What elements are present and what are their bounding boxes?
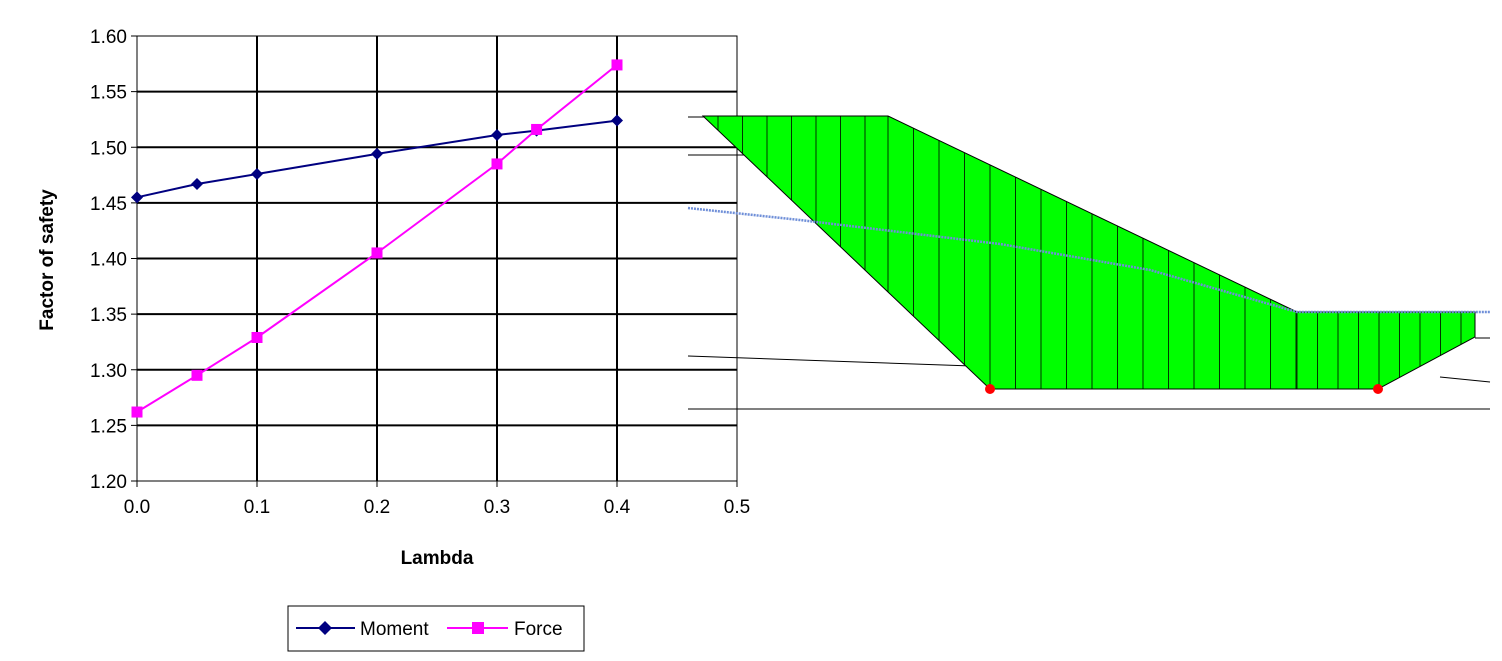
x-tick-label: 0.2 [364, 497, 390, 518]
chart-gridlines [137, 36, 737, 481]
water-table-line [687, 206, 1490, 314]
force-point [251, 331, 263, 343]
x-axis-ticks: 0.0 0.1 0.2 0.3 0.4 0.5 [124, 481, 750, 518]
legend-moment-label: Moment [360, 619, 429, 640]
slope-slip-surface-diagram [687, 115, 1491, 410]
moment-point [131, 191, 143, 204]
moment-point [191, 177, 203, 190]
chart-legend: Moment Force [287, 605, 585, 652]
force-point [491, 158, 503, 170]
legend-force-label: Force [514, 619, 563, 640]
moment-point [371, 147, 383, 160]
y-tick-label: 1.45 [90, 194, 127, 215]
chart-series [131, 59, 623, 418]
y-axis-title: Factor of safety [37, 189, 58, 331]
x-tick-label: 0.1 [244, 497, 270, 518]
slip-surface-entry-point [985, 384, 995, 394]
x-tick-label: 0.5 [724, 497, 750, 518]
force-point [131, 406, 143, 418]
fos-lambda-chart: 1.20 1.25 1.30 1.35 1.40 1.45 1.50 1.55 1.60 0.0… [37, 27, 750, 569]
slip-surface-exit-point [1373, 384, 1383, 394]
force-point [531, 123, 543, 135]
y-tick-label: 1.25 [90, 416, 127, 437]
moment-point [251, 167, 263, 180]
y-tick-label: 1.60 [90, 27, 127, 48]
sliding-mass [701, 115, 1476, 390]
y-tick-label: 1.35 [90, 305, 127, 326]
moment-point [611, 114, 623, 127]
y-tick-label: 1.55 [90, 83, 127, 104]
y-tick-label: 1.30 [90, 361, 127, 382]
series-force [131, 59, 623, 418]
force-point [191, 369, 203, 381]
y-axis-ticks: 1.20 1.25 1.30 1.35 1.40 1.45 1.50 1.55 1.60 [90, 27, 137, 493]
x-tick-label: 0.3 [484, 497, 510, 518]
y-tick-label: 1.50 [90, 138, 127, 159]
moment-point [491, 129, 503, 142]
x-axis-title: Lambda [401, 548, 474, 569]
legend-moment-marker [318, 621, 332, 635]
force-point [371, 247, 383, 259]
slice-lines [717, 116, 1462, 389]
x-tick-label: 0.4 [604, 497, 631, 518]
x-tick-label: 0.0 [124, 497, 150, 518]
y-tick-label: 1.20 [90, 472, 127, 493]
y-tick-label: 1.40 [90, 250, 127, 271]
legend-force-marker [472, 622, 484, 634]
force-point [611, 59, 623, 71]
